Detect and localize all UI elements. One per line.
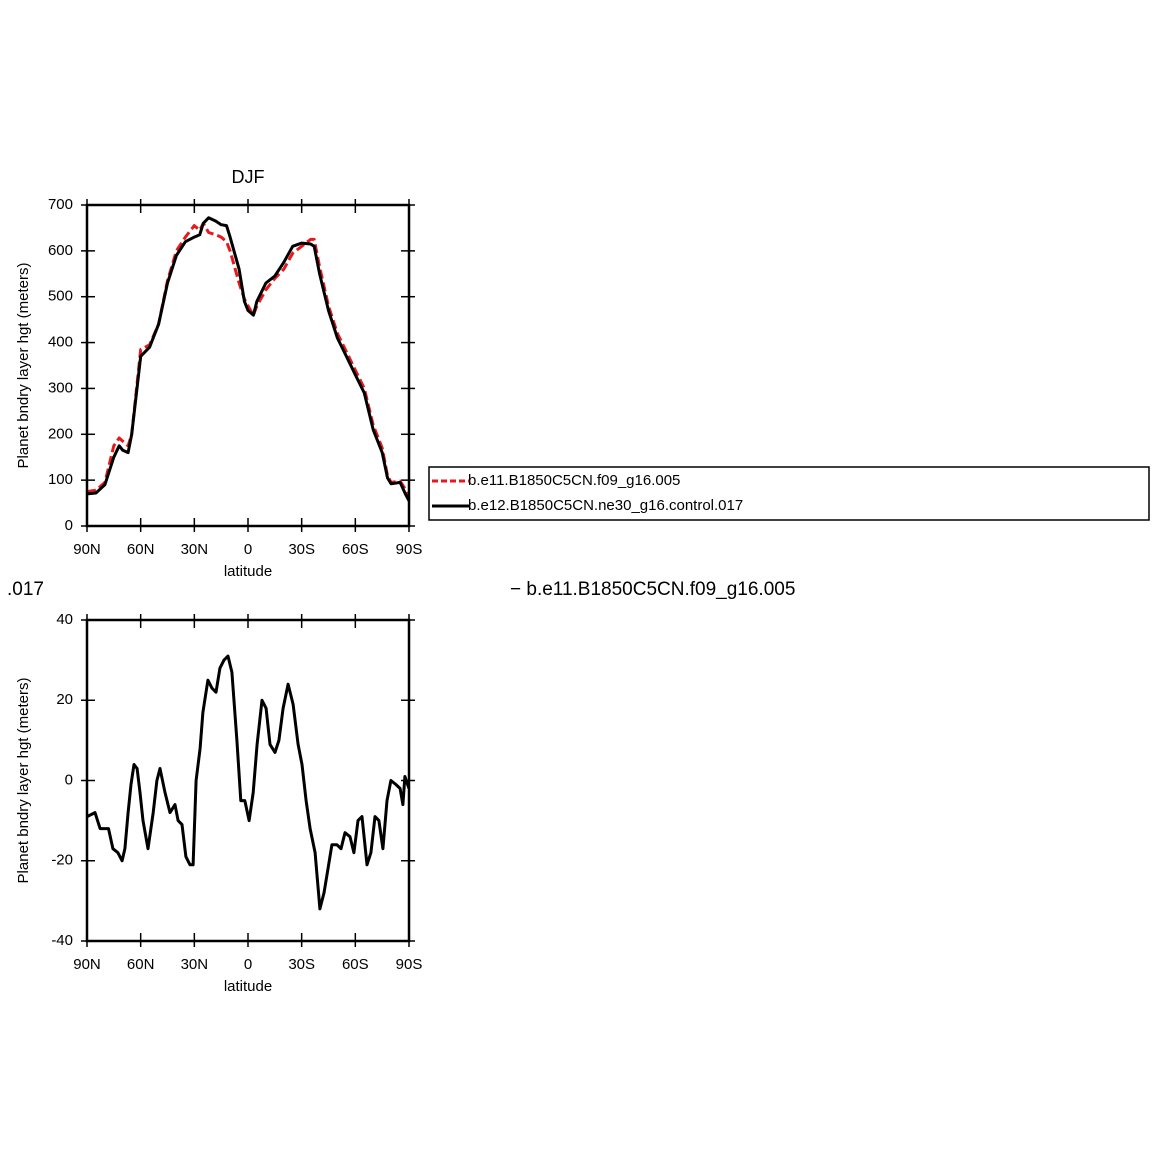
y-tick-label: 600 bbox=[48, 242, 73, 259]
y-tick-label: 0 bbox=[65, 517, 73, 534]
y-tick-label: -40 bbox=[51, 932, 73, 949]
data-line bbox=[86, 221, 411, 500]
legend-box bbox=[428, 466, 1150, 521]
x-tick-label: 60N bbox=[127, 956, 155, 973]
y-tick-label: 100 bbox=[48, 471, 73, 488]
x-tick-label: 0 bbox=[244, 541, 252, 558]
y-tick-label: 500 bbox=[48, 288, 73, 305]
x-tick-label: 90N bbox=[73, 956, 101, 973]
legend-label: b.e11.B1850C5CN.f09_g16.005 bbox=[468, 472, 680, 489]
y-axis-label: Planet bndry layer hgt (meters) bbox=[15, 678, 32, 884]
y-tick-label: 700 bbox=[48, 196, 73, 213]
x-tick-label: 60S bbox=[342, 541, 369, 558]
y-tick-label: 40 bbox=[56, 611, 73, 628]
x-tick-label: 90N bbox=[73, 541, 101, 558]
legend-label: b.e12.B1850C5CN.ne30_g16.control.017 bbox=[468, 497, 743, 514]
y-tick-label: 300 bbox=[48, 379, 73, 396]
y-tick-label: 0 bbox=[65, 771, 73, 788]
plot-frame bbox=[85, 618, 411, 943]
x-tick-label: 30N bbox=[181, 956, 209, 973]
y-tick-label: 200 bbox=[48, 425, 73, 442]
x-axis-label: latitude bbox=[224, 563, 272, 580]
plot-frame bbox=[85, 203, 411, 528]
data-line bbox=[86, 654, 411, 911]
x-tick-label: 90S bbox=[396, 956, 423, 973]
chart-title: DJF bbox=[232, 167, 265, 187]
y-tick-label: -20 bbox=[51, 852, 73, 869]
y-tick-label: 400 bbox=[48, 334, 73, 351]
x-tick-label: 90S bbox=[396, 541, 423, 558]
x-tick-label: 60N bbox=[127, 541, 155, 558]
x-tick-label: 0 bbox=[244, 956, 252, 973]
chart-title-fragment: .017 bbox=[7, 579, 44, 600]
data-line bbox=[86, 216, 411, 502]
y-tick-label: 20 bbox=[56, 691, 73, 708]
x-axis-label: latitude bbox=[224, 978, 272, 995]
x-tick-label: 60S bbox=[342, 956, 369, 973]
x-tick-label: 30S bbox=[288, 541, 315, 558]
x-tick-label: 30S bbox=[288, 956, 315, 973]
y-axis-label: Planet bndry layer hgt (meters) bbox=[15, 263, 32, 469]
chart-title-fragment: − b.e11.B1850C5CN.f09_g16.005 bbox=[510, 579, 795, 600]
x-tick-label: 30N bbox=[181, 541, 209, 558]
